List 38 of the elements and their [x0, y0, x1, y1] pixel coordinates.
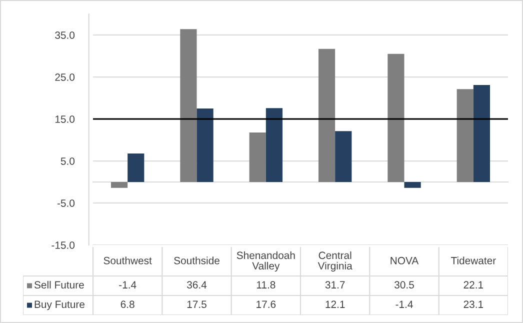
x-tick-label: Southside	[174, 256, 220, 264]
y-tick-label: -5.0	[57, 200, 75, 207]
data-label: 30.5	[394, 281, 414, 289]
data-label: -1.4	[119, 281, 136, 288]
bar	[249, 132, 266, 182]
x-tick-label: Southwest	[104, 256, 152, 264]
legend-label: Buy Future	[34, 300, 84, 310]
x-tick-label: Central Virginia	[318, 251, 352, 272]
bar	[180, 29, 197, 182]
x-tick-label: NOVA	[390, 256, 419, 264]
bar	[266, 108, 283, 182]
data-label: 11.8	[256, 281, 276, 289]
data-label: -1.4	[396, 300, 413, 308]
bar	[473, 84, 490, 182]
data-label: 23.1	[464, 300, 484, 308]
bar	[128, 153, 144, 182]
bar	[318, 48, 336, 182]
data-label: 17.5	[187, 300, 206, 308]
y-tick-label: 15.0	[55, 116, 75, 123]
data-label: 36.4	[187, 281, 207, 289]
legend-label: Sell Future	[34, 280, 84, 289]
bar	[388, 54, 404, 182]
x-tick-label: Tidewater	[450, 256, 496, 264]
data-label: 22.1	[464, 281, 484, 288]
y-tick-label: 5.0	[60, 158, 75, 165]
bar	[110, 182, 128, 188]
y-tick-label: -15.0	[52, 242, 75, 249]
y-tick-label: 35.0	[55, 32, 75, 39]
y-tick-label: 25.0	[55, 74, 75, 81]
data-label: 6.8	[120, 300, 134, 308]
data-label: 12.1	[326, 300, 345, 308]
bar	[404, 182, 421, 188]
bar	[196, 108, 214, 182]
bar	[335, 131, 352, 182]
data-label: 31.7	[325, 281, 345, 289]
x-tick-label: Shenandoah Valley	[236, 251, 295, 272]
bar	[456, 89, 474, 182]
data-label: 17.6	[256, 300, 276, 308]
